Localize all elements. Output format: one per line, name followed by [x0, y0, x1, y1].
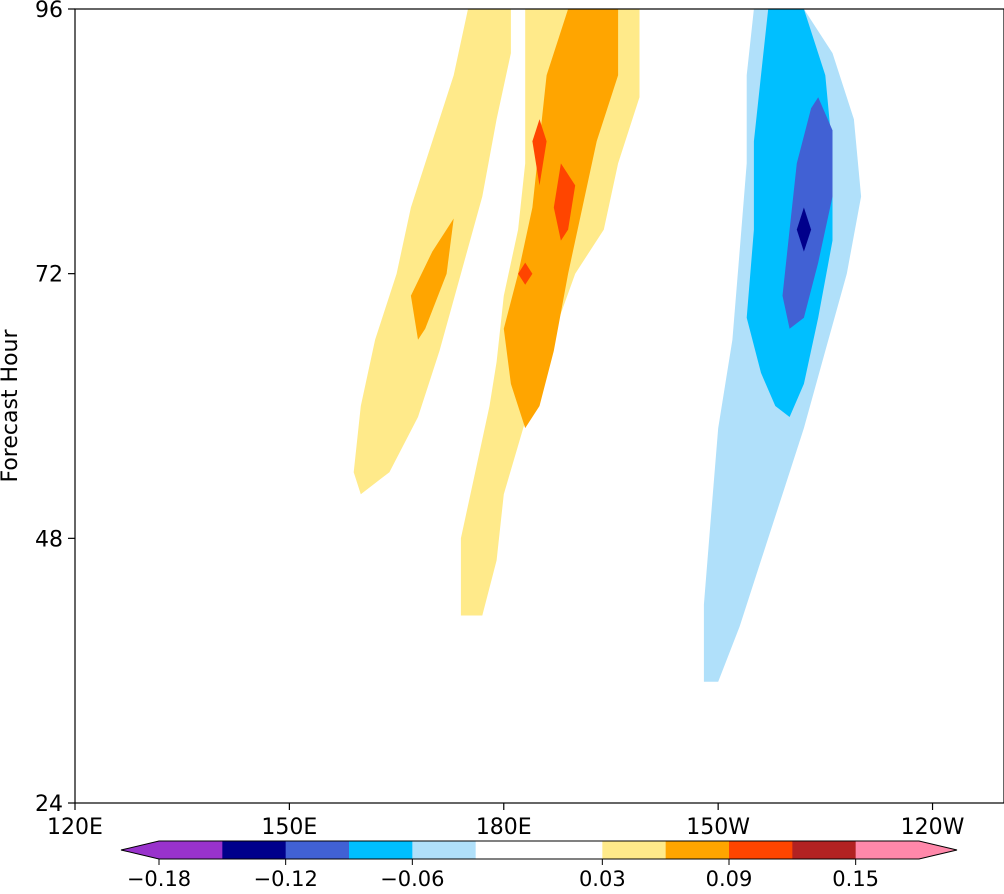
- colorbar-tick-label: 0.09: [706, 867, 753, 891]
- contour-region-4: [553, 163, 576, 241]
- colorbar-swatch: [412, 841, 477, 859]
- y-tick-label: 96: [35, 0, 63, 23]
- colorbar-swatch: [855, 841, 920, 859]
- x-axis: 120E 150E 180E 150W 120W: [47, 803, 965, 840]
- y-tick-label: 24: [35, 792, 63, 817]
- colorbar-swatch: [665, 841, 730, 859]
- colorbar-swatch: [349, 841, 413, 859]
- contour-region-3: [410, 218, 454, 340]
- colorbar-tick-label: 0.15: [832, 867, 879, 891]
- y-axis-label: Forecast Hour: [0, 329, 23, 483]
- x-tick-label: 180E: [476, 815, 532, 840]
- y-axis: 24 48 72 96: [35, 0, 75, 817]
- colorbar-swatch: [729, 841, 793, 859]
- colorbar: −0.18 −0.12 −0.06 0.03 0.09 0.15: [120, 840, 958, 891]
- colorbar-tick-label: 0.03: [579, 867, 626, 891]
- x-tick-label: 120E: [47, 815, 103, 840]
- x-tick-label: 120W: [901, 815, 965, 840]
- contour-region-9: [782, 97, 833, 329]
- colorbar-swatch: [602, 841, 667, 859]
- contour-fills: [353, 9, 862, 682]
- contour-region-5: [532, 119, 547, 186]
- y-tick-label: 72: [35, 263, 63, 288]
- colorbar-swatch: [159, 841, 223, 859]
- colorbar-extend-low: [121, 841, 159, 859]
- contour-region-10: [796, 207, 812, 252]
- y-tick-label: 48: [35, 527, 63, 552]
- colorbar-tick-label: −0.18: [127, 867, 191, 891]
- x-tick-label: 150W: [686, 815, 750, 840]
- colorbar-tick-label: −0.12: [253, 867, 317, 891]
- colorbar-swatch: [285, 841, 350, 859]
- colorbar-tick-label: −0.06: [380, 867, 444, 891]
- colorbar-extend-high: [919, 841, 957, 859]
- x-tick-label: 150E: [261, 815, 317, 840]
- contour-region-6: [518, 262, 533, 285]
- plot-frame: [74, 8, 1004, 804]
- colorbar-swatch: [792, 841, 857, 859]
- colorbar-swatch: [475, 841, 603, 859]
- colorbar-swatch: [222, 841, 287, 859]
